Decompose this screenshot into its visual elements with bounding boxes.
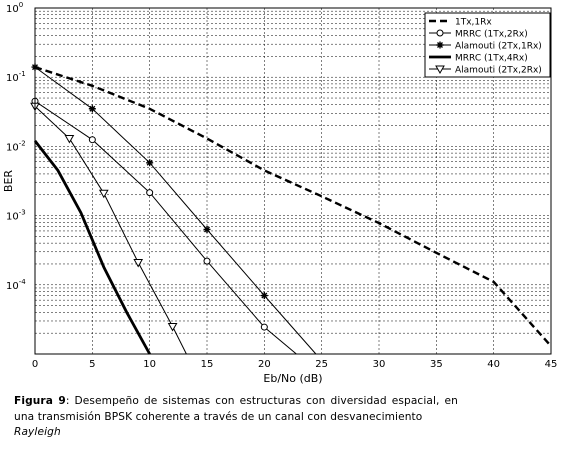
x-tick-label: 30 xyxy=(373,359,386,370)
tick-labels: 0 5 10 15 20 25 30 35 40 45 100 10-1 10-2 10-3 10-4 xyxy=(6,1,557,370)
data-point xyxy=(203,257,211,265)
legend-marker xyxy=(435,65,445,75)
x-tick-label: 25 xyxy=(315,359,328,370)
series-1 xyxy=(34,65,552,347)
x-tick-label: 35 xyxy=(430,359,443,370)
y-tick-label: 100 xyxy=(6,1,23,15)
y-tick-label: 10-4 xyxy=(6,278,26,292)
caption-label: Figura 9 xyxy=(14,395,66,407)
x-tick-label: 20 xyxy=(258,359,271,370)
plot-frame xyxy=(34,7,552,355)
series-line xyxy=(34,65,552,347)
data-point xyxy=(167,322,178,332)
data-point xyxy=(260,323,268,331)
caption-italic: Rayleigh xyxy=(14,426,61,438)
ber-chart: 0 5 10 15 20 25 30 35 40 45 100 10-1 10-2 10-3 10-4 Eb… xyxy=(2,1,557,385)
data-point xyxy=(88,136,96,144)
series-3 xyxy=(31,63,317,355)
y-tick-label: 10-1 xyxy=(6,70,26,84)
x-axis-label: Eb/No (dB) xyxy=(263,372,322,385)
series-line xyxy=(34,66,317,355)
y-tick-label: 10-3 xyxy=(6,209,26,223)
legend-label: 1Tx,1Rx xyxy=(455,18,492,28)
x-tick-label: 15 xyxy=(201,359,214,370)
legend-label: Alamouti (2Tx,1Rx) xyxy=(455,42,542,52)
legend-marker xyxy=(436,29,444,37)
data-point xyxy=(88,105,96,113)
series-line xyxy=(34,105,187,355)
caption-text: : Desempeño de sistemas con estructuras … xyxy=(14,395,458,423)
data-point xyxy=(64,135,75,144)
series-line xyxy=(33,140,151,355)
legend-label: MRRC (1Tx,2Rx) xyxy=(455,30,528,40)
series-4 xyxy=(33,140,151,355)
data-point xyxy=(146,189,154,197)
y-tick-label: 10-2 xyxy=(6,139,26,153)
x-tick-label: 10 xyxy=(143,359,156,370)
x-tick-label: 5 xyxy=(89,359,95,370)
legend-marker xyxy=(436,41,444,49)
figure-caption: Figura 9: Desempeño de sistemas con estr… xyxy=(14,393,458,440)
legend-label: MRRC (1Tx,4Rx) xyxy=(455,54,528,64)
series-5 xyxy=(30,102,187,355)
x-tick-label: 40 xyxy=(487,359,500,370)
series-layer xyxy=(30,63,552,355)
data-point xyxy=(98,189,109,199)
data-point xyxy=(203,225,211,233)
legend: 1Tx,1Rx MRRC (1Tx,2Rx) Alamouti (2Tx,1Rx) M… xyxy=(424,12,551,78)
x-tick-label: 0 xyxy=(32,359,38,370)
series-line xyxy=(34,100,297,355)
data-point xyxy=(133,259,144,268)
legend-label: Alamouti (2Tx,2Rx) xyxy=(455,66,542,76)
data-point xyxy=(260,292,268,300)
y-axis-label: BER xyxy=(2,170,15,192)
data-point xyxy=(146,159,154,167)
x-tick-label: 45 xyxy=(545,359,558,370)
